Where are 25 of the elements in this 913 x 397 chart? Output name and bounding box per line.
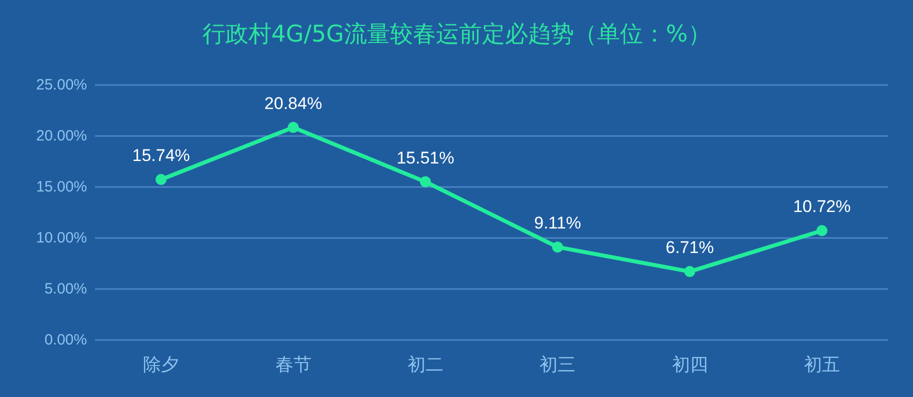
data-label: 20.84%	[264, 94, 322, 113]
x-tick-label: 初四	[672, 354, 708, 376]
y-tick-label: 20.00%	[36, 128, 87, 144]
data-label: 10.72%	[793, 197, 851, 216]
x-tick-label: 春节	[275, 354, 312, 376]
y-tick-label: 15.00%	[36, 178, 87, 196]
data-label: 15.51%	[396, 148, 454, 168]
data-label: 9.11%	[534, 214, 582, 233]
point	[684, 266, 696, 278]
point	[288, 122, 299, 133]
data-label: 15.74%	[132, 146, 190, 165]
y-tick-label: 0.00%	[44, 332, 87, 348]
x-tick-label: 初二	[407, 354, 444, 376]
y-tick-label: 10.00%	[36, 230, 87, 246]
x-tick-label: 初三	[540, 354, 576, 376]
point	[156, 174, 167, 185]
point	[420, 176, 431, 188]
x-tick-label: 除夕	[143, 354, 180, 376]
y-tick-label: 5.00%	[44, 280, 87, 298]
point	[816, 225, 828, 236]
x-tick-label: 初五	[804, 354, 840, 376]
point	[552, 242, 564, 253]
y-tick-label: 25.00%	[36, 76, 87, 94]
data-label: 6.71%	[666, 238, 714, 258]
chart-title: 行政村4G/5G流量较春运前定必趋势（单位：%）	[202, 22, 711, 48]
